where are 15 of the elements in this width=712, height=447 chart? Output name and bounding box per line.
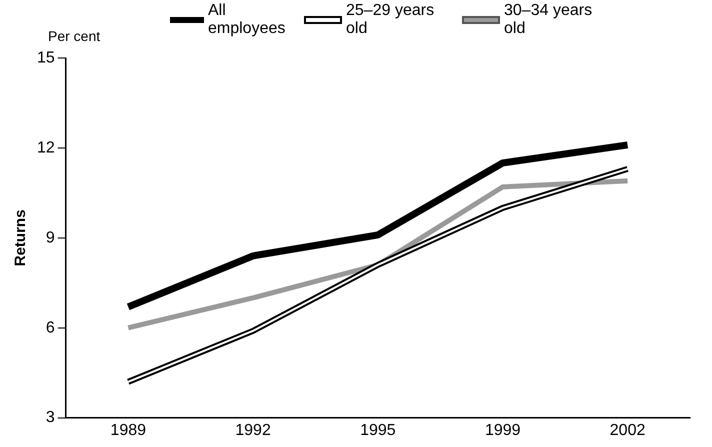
x-tick-label: 2002 [610, 422, 646, 439]
x-tick-label: 1999 [484, 422, 521, 439]
legend-label: All employees [208, 2, 286, 38]
x-tick-label: 1989 [110, 422, 146, 439]
y-tick-label: 9 [46, 229, 55, 246]
text: Per cent [48, 28, 100, 44]
y-tick-label: 15 [37, 49, 55, 66]
x-tick-label: 1995 [360, 422, 396, 439]
y-tick-label: 12 [37, 139, 55, 156]
legend-label: 30–34 years old [504, 2, 594, 38]
y-axis-title: Returns [12, 210, 30, 266]
y-tick-label: 3 [46, 409, 55, 426]
x-tick-label: 1992 [235, 422, 271, 439]
y-tick-label: 6 [46, 319, 55, 336]
legend-label: 25–29 years old [346, 2, 436, 38]
